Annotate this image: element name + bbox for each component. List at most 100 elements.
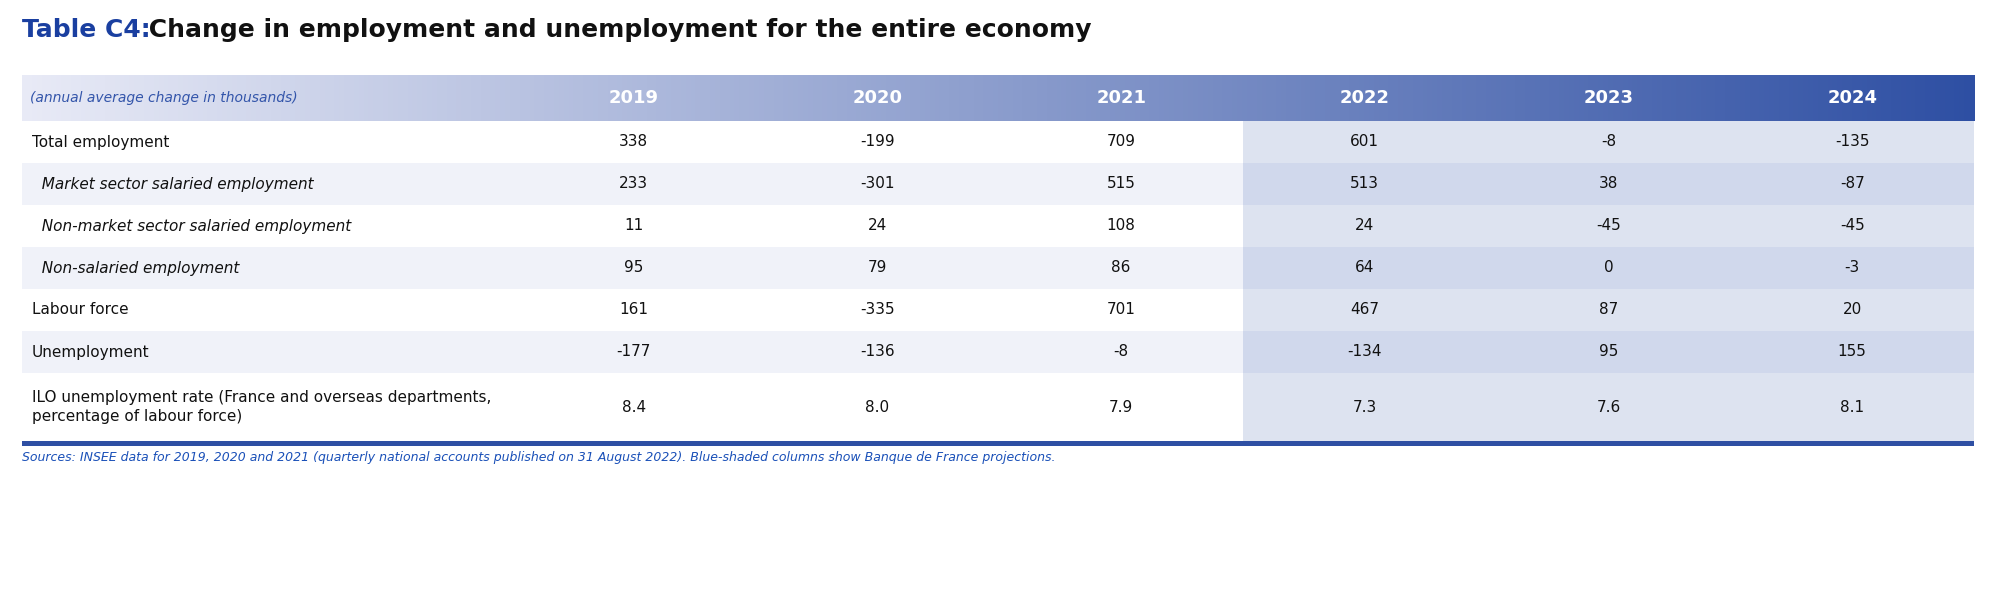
Bar: [1208, 75, 1214, 121]
Text: -335: -335: [860, 302, 894, 317]
Bar: [319, 75, 325, 121]
Bar: [1315, 75, 1321, 121]
Text: 11: 11: [625, 219, 643, 234]
Bar: [467, 75, 471, 121]
Text: 20: 20: [1842, 302, 1862, 317]
Bar: [1232, 75, 1238, 121]
Bar: [377, 75, 383, 121]
Bar: [826, 75, 832, 121]
Bar: [1521, 75, 1527, 121]
Bar: [22, 331, 513, 373]
Bar: [1798, 75, 1804, 121]
Bar: [1389, 75, 1395, 121]
Bar: [295, 75, 301, 121]
Bar: [1116, 75, 1122, 121]
Bar: [333, 75, 339, 121]
Bar: [954, 75, 960, 121]
Bar: [1545, 75, 1551, 121]
Bar: [383, 75, 389, 121]
Bar: [1170, 75, 1176, 121]
Bar: [818, 75, 822, 121]
Bar: [70, 75, 76, 121]
Bar: [856, 75, 862, 121]
Bar: [579, 75, 585, 121]
Bar: [315, 75, 321, 121]
Bar: [513, 331, 756, 373]
Bar: [178, 75, 184, 121]
Bar: [100, 75, 106, 121]
Bar: [695, 75, 701, 121]
Bar: [1731, 163, 1974, 205]
Bar: [343, 75, 349, 121]
Bar: [42, 75, 48, 121]
Bar: [1599, 75, 1605, 121]
Bar: [1579, 75, 1585, 121]
Bar: [222, 75, 228, 121]
Bar: [599, 75, 603, 121]
Bar: [739, 75, 745, 121]
Text: 24: 24: [1355, 219, 1375, 234]
Bar: [1407, 75, 1413, 121]
Bar: [513, 289, 756, 331]
Bar: [1174, 75, 1180, 121]
Bar: [1970, 75, 1974, 121]
Bar: [1000, 121, 1244, 163]
Bar: [1222, 75, 1228, 121]
Text: 155: 155: [1838, 344, 1866, 359]
Bar: [1812, 75, 1818, 121]
Bar: [1866, 75, 1872, 121]
Bar: [305, 75, 311, 121]
Text: (annual average change in thousands): (annual average change in thousands): [30, 91, 297, 105]
Text: 24: 24: [868, 219, 886, 234]
Bar: [1593, 75, 1599, 121]
Bar: [1677, 75, 1683, 121]
Bar: [745, 75, 750, 121]
Bar: [1214, 75, 1220, 121]
Bar: [998, 75, 1004, 121]
Text: -301: -301: [860, 177, 894, 192]
Bar: [238, 75, 244, 121]
Bar: [1271, 75, 1277, 121]
Bar: [764, 75, 770, 121]
Text: ILO unemployment rate (France and overseas departments,
percentage of labour for: ILO unemployment rate (France and overse…: [32, 390, 491, 424]
Bar: [944, 75, 950, 121]
Text: 2024: 2024: [1826, 89, 1876, 107]
Bar: [1257, 75, 1263, 121]
Text: -8: -8: [1601, 135, 1617, 150]
Bar: [1774, 75, 1780, 121]
Bar: [1363, 75, 1369, 121]
Text: Change in employment and unemployment for the entire economy: Change in employment and unemployment fo…: [140, 18, 1092, 42]
Bar: [1715, 75, 1721, 121]
Bar: [1731, 373, 1974, 441]
Bar: [1349, 75, 1355, 121]
Bar: [1076, 75, 1082, 121]
Bar: [1764, 75, 1770, 121]
Bar: [1525, 75, 1531, 121]
Bar: [22, 289, 513, 331]
Bar: [1944, 75, 1950, 121]
Bar: [836, 75, 842, 121]
Text: 38: 38: [1599, 177, 1619, 192]
Bar: [1120, 75, 1126, 121]
Bar: [1052, 75, 1058, 121]
Bar: [1495, 75, 1501, 121]
Bar: [1110, 75, 1116, 121]
Bar: [1305, 75, 1311, 121]
Bar: [1261, 75, 1267, 121]
Bar: [950, 75, 954, 121]
Bar: [1934, 75, 1940, 121]
Bar: [212, 75, 218, 121]
Text: 709: 709: [1106, 135, 1136, 150]
Bar: [1244, 247, 1487, 289]
Text: 8.4: 8.4: [623, 400, 647, 415]
Bar: [994, 75, 1000, 121]
Bar: [1573, 75, 1579, 121]
Text: 338: 338: [619, 135, 649, 150]
Bar: [164, 75, 170, 121]
Bar: [1433, 75, 1439, 121]
Bar: [1828, 75, 1834, 121]
Bar: [1345, 75, 1351, 121]
Bar: [1096, 75, 1102, 121]
Bar: [1731, 75, 1737, 121]
Bar: [637, 75, 643, 121]
